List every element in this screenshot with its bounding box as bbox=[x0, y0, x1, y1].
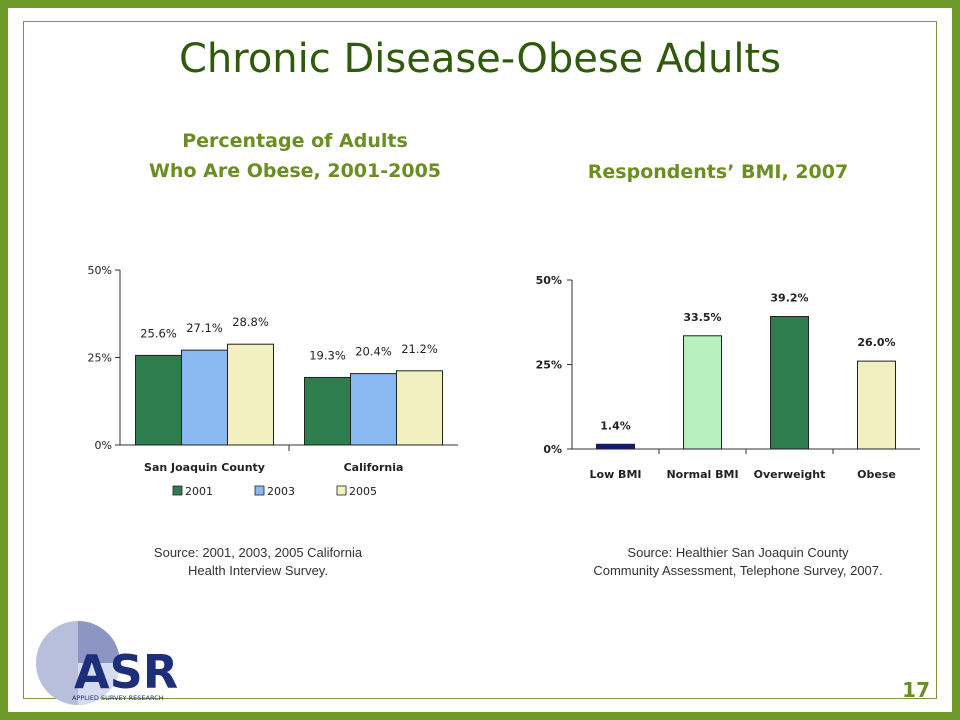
bar-2001 bbox=[304, 376, 351, 446]
y-tick-label: 25% bbox=[88, 352, 112, 365]
x-category-label: Low BMI bbox=[590, 468, 642, 481]
x-category-label: Overweight bbox=[754, 468, 826, 481]
bar-2003 bbox=[181, 349, 228, 446]
bar-2005 bbox=[396, 370, 443, 446]
bar-2005 bbox=[227, 343, 274, 446]
bar-low-bmi bbox=[596, 443, 635, 450]
data-label: 19.3% bbox=[309, 348, 346, 362]
data-label: 26.0% bbox=[857, 336, 895, 349]
slide: Chronic Disease-Obese Adults Percentage … bbox=[8, 8, 952, 712]
legend-swatch-2001 bbox=[172, 485, 183, 496]
right-source: Source: Healthier San Joaquin County Com… bbox=[548, 544, 928, 579]
right-chart-heading: Respondents’ BMI, 2007 bbox=[587, 161, 849, 183]
page-number: 17 bbox=[902, 678, 930, 702]
x-category-label: Obese bbox=[857, 468, 896, 481]
data-label: 25.6% bbox=[140, 326, 177, 340]
left-source: Source: 2001, 2003, 2005 California Heal… bbox=[108, 544, 408, 579]
y-tick-label: 50% bbox=[536, 274, 562, 287]
bar-2003 bbox=[350, 373, 397, 446]
legend-swatch-2003 bbox=[254, 485, 265, 496]
y-tick-label: 25% bbox=[536, 359, 562, 372]
legend-label: 2005 bbox=[349, 485, 377, 498]
logo-pie-slice-2 bbox=[78, 663, 120, 705]
left-heading-line2: Who Are Obese, 2001-2005 bbox=[148, 160, 442, 183]
left-heading-line1: Percentage of Adults bbox=[182, 130, 408, 152]
left-source-line1: Source: 2001, 2003, 2005 California bbox=[153, 545, 363, 560]
data-label: 28.8% bbox=[232, 315, 269, 329]
x-category-label: Normal BMI bbox=[666, 468, 738, 481]
data-label: 27.1% bbox=[186, 321, 223, 335]
chart-bmi-2007: 0% 25% 50% 1.4% Low BMI 33.5% Normal BMI 39.2% O… bbox=[536, 274, 920, 481]
y-tick-label: 50% bbox=[88, 264, 112, 277]
bar-2001 bbox=[135, 354, 182, 446]
data-label: 21.2% bbox=[401, 342, 438, 356]
slide-title: Chronic Disease-Obese Adults bbox=[178, 36, 782, 82]
bar-obese bbox=[857, 360, 896, 450]
y-tick-label: 0% bbox=[95, 439, 112, 452]
bar-normal-bmi bbox=[683, 335, 722, 450]
logo-subtext: APPLIED SURVEY RESEARCH bbox=[72, 694, 164, 702]
x-category-label: California bbox=[344, 461, 404, 474]
logo-pie-slice bbox=[78, 621, 120, 663]
data-label: 20.4% bbox=[355, 345, 392, 359]
x-category-label: San Joaquin County bbox=[144, 461, 265, 474]
asr-logo: ASR APPLIED SURVEY RESEARCH bbox=[36, 621, 178, 705]
chart-obesity-by-year: 0% 25% 50% 25.6% 27.1% 28.8% San Joaquin Count… bbox=[88, 264, 458, 498]
left-chart-heading: Percentage of Adults Who Are Obese, 2001… bbox=[100, 126, 490, 187]
legend-label: 2003 bbox=[267, 485, 295, 498]
left-source-line2: Health Interview Survey. bbox=[188, 562, 328, 578]
y-tick-label: 0% bbox=[543, 443, 562, 456]
logo-text: ASR bbox=[74, 645, 178, 699]
legend-swatch-2005 bbox=[336, 485, 347, 496]
slide-border bbox=[23, 21, 937, 699]
bar-overweight bbox=[770, 316, 809, 450]
right-source-line2: Community Assessment, Telephone Survey, … bbox=[593, 562, 883, 578]
data-label: 39.2% bbox=[770, 292, 808, 305]
right-source-line1: Source: Healthier San Joaquin County bbox=[627, 545, 849, 560]
legend-label: 2001 bbox=[185, 485, 213, 498]
data-label: 1.4% bbox=[600, 419, 631, 432]
data-label: 33.5% bbox=[683, 311, 721, 324]
